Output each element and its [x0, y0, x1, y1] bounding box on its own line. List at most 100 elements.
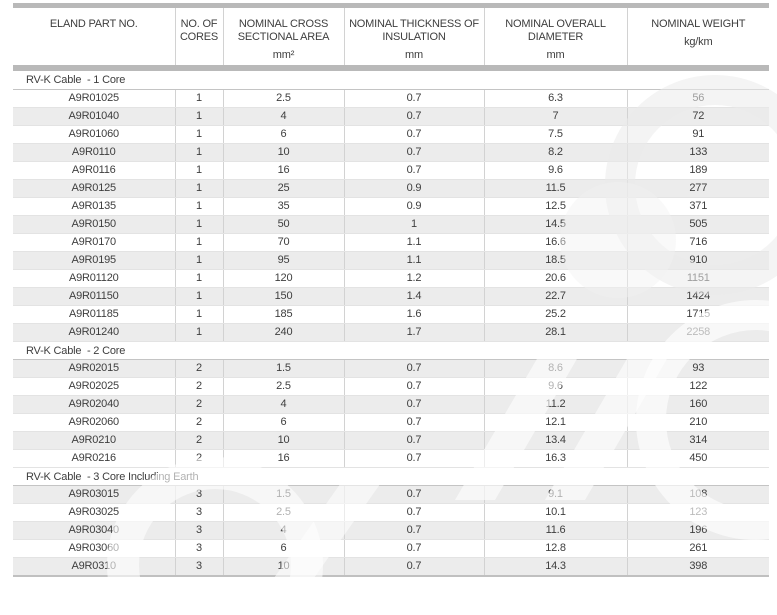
header-top-bar: [13, 3, 769, 8]
column-header-cores: NO. OF CORES: [174, 8, 223, 65]
cell-part_no: A9R02015: [13, 359, 175, 378]
cell-csa: 16: [222, 449, 344, 468]
column-header-label: NOMINAL CROSS SECTIONAL AREA: [237, 18, 330, 43]
cell-part_no: A9R0135: [13, 197, 175, 216]
cell-part_no: A9R01040: [13, 107, 175, 126]
cell-insulation: 1.7: [343, 323, 484, 342]
table-row: A9R01040 1 4 0.7 7 72: [13, 107, 769, 126]
cell-weight: 1424: [626, 287, 769, 306]
cable-spec-table-wrap: ELAND PART NO. NO. OF CORES NOMINAL CROSS …: [13, 3, 769, 577]
cell-weight: 261: [626, 539, 769, 558]
cell-weight: 122: [626, 377, 769, 396]
cell-csa: 4: [222, 521, 344, 540]
cell-part_no: A9R01185: [13, 305, 175, 324]
table-bottom-border: [13, 575, 769, 577]
cell-weight: 2258: [626, 323, 769, 342]
cell-cores: 1: [174, 161, 223, 180]
cell-diameter: 20.6: [483, 269, 627, 288]
cell-insulation: 1.2: [343, 269, 484, 288]
cell-weight: 196: [626, 521, 769, 540]
cell-csa: 95: [222, 251, 344, 270]
cell-weight: 160: [626, 395, 769, 414]
cell-weight: 277: [626, 179, 769, 198]
cell-cores: 2: [174, 359, 223, 378]
table-row: A9R01240 1 240 1.7 28.1 2258: [13, 323, 769, 342]
cell-insulation: 1.4: [343, 287, 484, 306]
cell-weight: 1151: [626, 269, 769, 288]
cell-weight: 123: [626, 503, 769, 522]
cell-cores: 3: [174, 539, 223, 558]
table-row: A9R03040 3 4 0.7 11.6 196: [13, 521, 769, 540]
table-row: A9R0170 1 70 1.1 16.6 716: [13, 233, 769, 252]
cell-csa: 2.5: [222, 503, 344, 522]
cell-diameter: 22.7: [483, 287, 627, 306]
cell-diameter: 25.2: [483, 305, 627, 324]
cell-part_no: A9R02060: [13, 413, 175, 432]
cell-diameter: 11.5: [483, 179, 627, 198]
cell-weight: 133: [626, 143, 769, 162]
cell-part_no: A9R01060: [13, 125, 175, 144]
cell-csa: 150: [222, 287, 344, 306]
cell-csa: 10: [222, 557, 344, 575]
table-row: A9R0150 1 50 1 14.5 505: [13, 215, 769, 234]
cell-insulation: 1.6: [343, 305, 484, 324]
cell-weight: 371: [626, 197, 769, 216]
cell-cores: 2: [174, 377, 223, 396]
cell-weight: 910: [626, 251, 769, 270]
cell-csa: 70: [222, 233, 344, 252]
table-row: A9R01185 1 185 1.6 25.2 1715: [13, 305, 769, 324]
cell-insulation: 0.7: [343, 125, 484, 144]
cell-cores: 1: [174, 215, 223, 234]
cell-part_no: A9R03040: [13, 521, 175, 540]
cell-weight: 91: [626, 125, 769, 144]
cell-cores: 2: [174, 449, 223, 468]
cell-diameter: 14.3: [483, 557, 627, 575]
cell-diameter: 6.3: [483, 89, 627, 108]
cell-weight: 505: [626, 215, 769, 234]
table-row: A9R03025 3 2.5 0.7 10.1 123: [13, 503, 769, 522]
cell-diameter: 14.5: [483, 215, 627, 234]
cell-part_no: A9R0125: [13, 179, 175, 198]
cell-insulation: 0.7: [343, 539, 484, 558]
cell-part_no: A9R02025: [13, 377, 175, 396]
cell-part_no: A9R01240: [13, 323, 175, 342]
cell-csa: 2.5: [222, 89, 344, 108]
cell-csa: 6: [222, 539, 344, 558]
cable-spec-table: ELAND PART NO. NO. OF CORES NOMINAL CROSS …: [13, 3, 769, 575]
cell-cores: 2: [174, 413, 223, 432]
cell-diameter: 7.5: [483, 125, 627, 144]
cell-insulation: 0.7: [343, 107, 484, 126]
cell-insulation: 1.1: [343, 251, 484, 270]
cell-part_no: A9R0116: [13, 161, 175, 180]
cell-insulation: 0.7: [343, 449, 484, 468]
cell-part_no: A9R03060: [13, 539, 175, 558]
cell-csa: 240: [222, 323, 344, 342]
table-row: A9R0310 3 10 0.7 14.3 398: [13, 557, 769, 575]
cell-insulation: 0.9: [343, 197, 484, 216]
cell-csa: 25: [222, 179, 344, 198]
cell-part_no: A9R03015: [13, 485, 175, 504]
cell-diameter: 10.1: [483, 503, 627, 522]
cell-weight: 56: [626, 89, 769, 108]
column-header-label: NO. OF CORES: [179, 18, 219, 43]
cell-csa: 120: [222, 269, 344, 288]
cell-diameter: 9.1: [483, 485, 627, 504]
cell-csa: 10: [222, 143, 344, 162]
column-header-insulation: NOMINAL THICKNESS OF INSULATION mm: [343, 8, 484, 65]
cell-part_no: A9R0110: [13, 143, 175, 162]
section-title: RV-K Cable - 1 Core: [13, 71, 769, 90]
cell-insulation: 0.7: [343, 143, 484, 162]
column-header-label: NOMINAL WEIGHT: [651, 18, 746, 30]
cell-diameter: 12.1: [483, 413, 627, 432]
cell-part_no: A9R0310: [13, 557, 175, 575]
cell-weight: 314: [626, 431, 769, 450]
table-row: A9R01025 1 2.5 0.7 6.3 56: [13, 89, 769, 108]
table-row: A9R0116 1 16 0.7 9.6 189: [13, 161, 769, 180]
cell-insulation: 0.7: [343, 161, 484, 180]
cell-cores: 1: [174, 197, 223, 216]
section-header-row: RV-K Cable - 2 Core: [13, 341, 769, 360]
cell-part_no: A9R01120: [13, 269, 175, 288]
cell-diameter: 12.8: [483, 539, 627, 558]
cell-csa: 2.5: [222, 377, 344, 396]
